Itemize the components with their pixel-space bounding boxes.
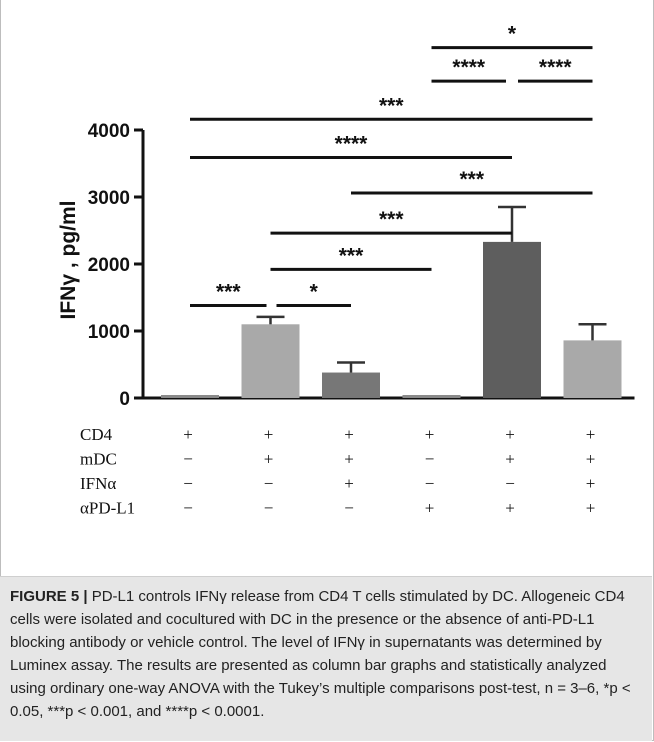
condition-sign: +: [344, 425, 354, 444]
condition-sign: −: [505, 474, 515, 493]
figure-caption: FIGURE 5 | PD-L1 controls IFNγ release f…: [0, 576, 652, 741]
significance-label: ***: [216, 281, 241, 304]
bar-1: [161, 395, 219, 398]
bar-6: [563, 340, 622, 398]
condition-sign: −: [264, 499, 274, 518]
condition-name: CD4: [80, 425, 113, 444]
significance-label: *: [310, 281, 319, 304]
condition-sign: +: [183, 425, 193, 444]
bar-3: [322, 372, 380, 398]
condition-sign: +: [425, 499, 435, 518]
condition-name: IFNα: [80, 474, 116, 493]
significance-label: *: [508, 23, 517, 46]
condition-sign: −: [344, 499, 354, 518]
bar-4: [402, 395, 461, 398]
condition-sign: −: [183, 474, 193, 493]
condition-sign: +: [344, 474, 354, 493]
y-tick-label: 1000: [88, 322, 130, 343]
significance-label: ****: [452, 56, 486, 79]
y-tick-label: 3000: [88, 188, 130, 209]
condition-sign: +: [586, 450, 596, 469]
condition-sign: −: [425, 474, 435, 493]
condition-sign: −: [183, 499, 193, 518]
condition-sign: +: [586, 474, 596, 493]
significance-label: ***: [379, 208, 404, 231]
condition-sign: +: [344, 450, 354, 469]
significance-label: ****: [335, 132, 369, 155]
condition-sign: +: [586, 425, 596, 444]
condition-sign: +: [586, 499, 596, 518]
condition-sign: −: [264, 474, 274, 493]
condition-sign: +: [505, 425, 515, 444]
significance-label: ***: [379, 94, 404, 117]
condition-name: mDC: [80, 450, 117, 469]
caption-label: FIGURE 5 |: [10, 588, 88, 605]
condition-name: αPD-L1: [80, 499, 135, 518]
caption-text: FIGURE 5 | PD-L1 controls IFNγ release f…: [10, 585, 642, 723]
y-tick-label: 4000: [88, 121, 130, 142]
condition-sign: +: [505, 450, 515, 469]
significance-label: ****: [539, 56, 573, 79]
condition-sign: −: [425, 450, 435, 469]
y-tick-label: 0: [119, 389, 130, 410]
caption-body: PD-L1 controls IFNγ release from CD4 T c…: [10, 588, 631, 720]
condition-sign: +: [264, 450, 274, 469]
condition-sign: −: [183, 450, 193, 469]
bar-5: [483, 241, 541, 398]
y-tick-label: 2000: [88, 255, 130, 276]
condition-sign: +: [425, 425, 435, 444]
condition-sign: +: [264, 425, 274, 444]
y-axis-label: IFNγ , pg/ml: [57, 200, 80, 319]
bar-2: [241, 324, 300, 398]
condition-sign: +: [505, 499, 515, 518]
significance-label: ***: [459, 168, 484, 191]
significance-label: ***: [339, 244, 364, 267]
